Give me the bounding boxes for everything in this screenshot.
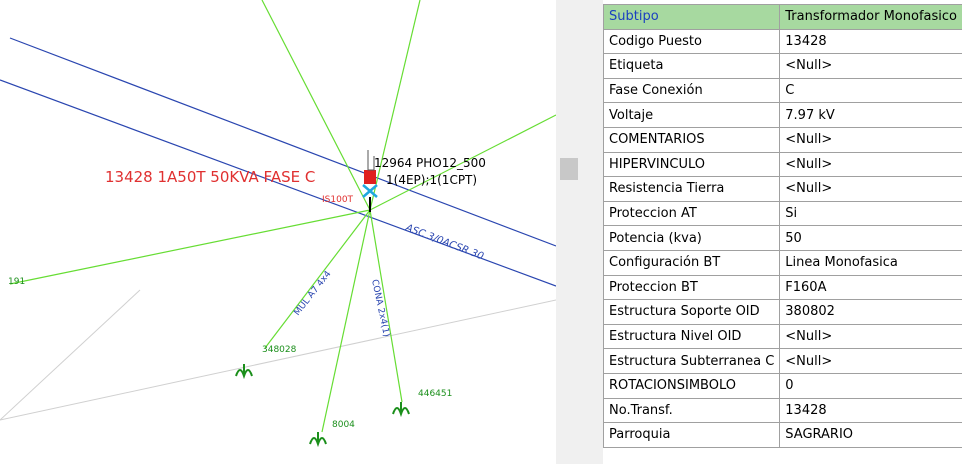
- field-name[interactable]: Proteccion AT: [602, 200, 781, 227]
- line-label: CONA 2x4(1): [369, 279, 391, 338]
- load: [309, 432, 327, 448]
- map: 13428 1A50T 50KVA FASE C 12964 PHO12_500…: [0, 0, 556, 448]
- field-name[interactable]: Estructura Nivel OID: [602, 323, 781, 350]
- load: [392, 402, 410, 418]
- lv-line: [369, 0, 421, 211]
- field-name[interactable]: Voltaje: [602, 102, 781, 128]
- attribute-row[interactable]: Potencia (kva) 50: [602, 225, 962, 251]
- field-value[interactable]: Si: [779, 200, 962, 227]
- transformer: [364, 170, 376, 184]
- splitter[interactable]: [556, 0, 580, 464]
- lv-line: [264, 209, 371, 349]
- field-name[interactable]: Subtipo: [602, 4, 781, 30]
- lv-line: [261, 0, 371, 211]
- streets: [0, 289, 556, 421]
- attribute-row[interactable]: ROTACIONSIMBOLO 0: [602, 372, 962, 399]
- field-name[interactable]: Estructura Subterranea C: [602, 348, 781, 374]
- lv-line: [369, 209, 403, 403]
- gutter: [580, 0, 603, 464]
- line-label: MUL A7 4x4: [292, 269, 333, 318]
- street: [0, 289, 141, 421]
- field-value[interactable]: <Null>: [779, 176, 962, 202]
- field-name[interactable]: Etiqueta: [602, 53, 781, 79]
- attribute-row[interactable]: No.Transf. 13428: [602, 397, 962, 424]
- line-label: ASC 3/0ACSR 30: [403, 222, 485, 262]
- lv-line: [369, 114, 556, 211]
- attribute-row[interactable]: Parroquia SAGRARIO: [602, 422, 962, 448]
- attribute-row[interactable]: Codigo Puesto 13428: [602, 28, 962, 55]
- field-name[interactable]: No.Transf.: [602, 397, 781, 424]
- street: [0, 299, 556, 421]
- mv-line: [0, 79, 556, 287]
- field-name[interactable]: Estructura Soporte OID: [602, 299, 781, 325]
- field-value[interactable]: 7.97 kV: [779, 102, 962, 128]
- lv-line: [321, 209, 371, 433]
- load: [235, 364, 253, 380]
- node-label: 348028: [262, 345, 297, 355]
- attribute-row[interactable]: Etiqueta <Null>: [602, 53, 962, 79]
- field-value[interactable]: SAGRARIO: [779, 422, 962, 448]
- attribute-row[interactable]: Voltaje 7.97 kV: [602, 102, 962, 128]
- field-name[interactable]: HIPERVINCULO: [602, 151, 781, 178]
- node-label: 446451: [418, 389, 452, 399]
- switch: [362, 184, 378, 198]
- field-value[interactable]: <Null>: [779, 151, 962, 178]
- field-name[interactable]: ROTACIONSIMBOLO: [602, 372, 781, 399]
- attribute-row[interactable]: Subtipo Transformador Monofasico: [602, 4, 962, 30]
- attribute-row[interactable]: Proteccion AT Si: [602, 200, 962, 227]
- pole-label: 12964 PHO12_500: [374, 156, 486, 170]
- field-name[interactable]: Configuración BT: [602, 249, 781, 276]
- node-label: 8004: [332, 420, 355, 430]
- field-value[interactable]: 380802: [779, 299, 962, 325]
- loads: [235, 364, 410, 448]
- attribute-row[interactable]: Fase Conexión C: [602, 77, 962, 104]
- field-name[interactable]: COMENTARIOS: [602, 126, 781, 153]
- field-value[interactable]: C: [779, 77, 962, 104]
- lv-lines: [9, 0, 556, 433]
- field-value[interactable]: <Null>: [779, 126, 962, 153]
- field-value[interactable]: 13428: [779, 28, 962, 55]
- attribute-table: Subtipo Transformador Monofasico Codigo Pu…: [602, 4, 962, 448]
- field-name[interactable]: Potencia (kva): [602, 225, 781, 251]
- field-value[interactable]: F160A: [779, 274, 962, 301]
- field-name[interactable]: Codigo Puesto: [602, 28, 781, 55]
- field-value[interactable]: <Null>: [779, 53, 962, 79]
- pole-icon: [367, 150, 375, 171]
- scroll-thumb[interactable]: [560, 158, 578, 180]
- transformer-symbol: [362, 150, 378, 212]
- attribute-row[interactable]: HIPERVINCULO <Null>: [602, 151, 962, 178]
- attribute-row[interactable]: Estructura Nivel OID <Null>: [602, 323, 962, 350]
- field-value[interactable]: 0: [779, 372, 962, 399]
- attribute-row[interactable]: Resistencia Tierra <Null>: [602, 176, 962, 202]
- field-name[interactable]: Resistencia Tierra: [602, 176, 781, 202]
- attribute-row[interactable]: Proteccion BT F160A: [602, 274, 962, 301]
- attribute-row[interactable]: Estructura Subterranea C <Null>: [602, 348, 962, 374]
- attribute-row[interactable]: COMENTARIOS <Null>: [602, 126, 962, 153]
- field-name[interactable]: Parroquia: [602, 422, 781, 448]
- lv-line: [9, 209, 371, 285]
- field-value[interactable]: Transformador Monofasico: [779, 4, 962, 30]
- field-name[interactable]: Proteccion BT: [602, 274, 781, 301]
- field-value[interactable]: 13428: [779, 397, 962, 424]
- field-value[interactable]: <Null>: [779, 348, 962, 374]
- attribute-row[interactable]: Estructura Soporte OID 380802: [602, 299, 962, 325]
- attribute-row[interactable]: Configuración BT Linea Monofasica: [602, 249, 962, 276]
- node-label: 191: [8, 277, 25, 287]
- station-label: 13428 1A50T 50KVA FASE C: [105, 168, 315, 186]
- equip-label: 1(4EP);1(1CPT): [386, 173, 477, 187]
- field-name[interactable]: Fase Conexión: [602, 77, 781, 104]
- mv-line: [9, 37, 556, 247]
- field-value[interactable]: <Null>: [779, 323, 962, 350]
- field-value[interactable]: 50: [779, 225, 962, 251]
- field-value[interactable]: Linea Monofasica: [779, 249, 962, 276]
- mv-lines: [0, 37, 556, 287]
- fuse-label: IS100T: [322, 195, 354, 205]
